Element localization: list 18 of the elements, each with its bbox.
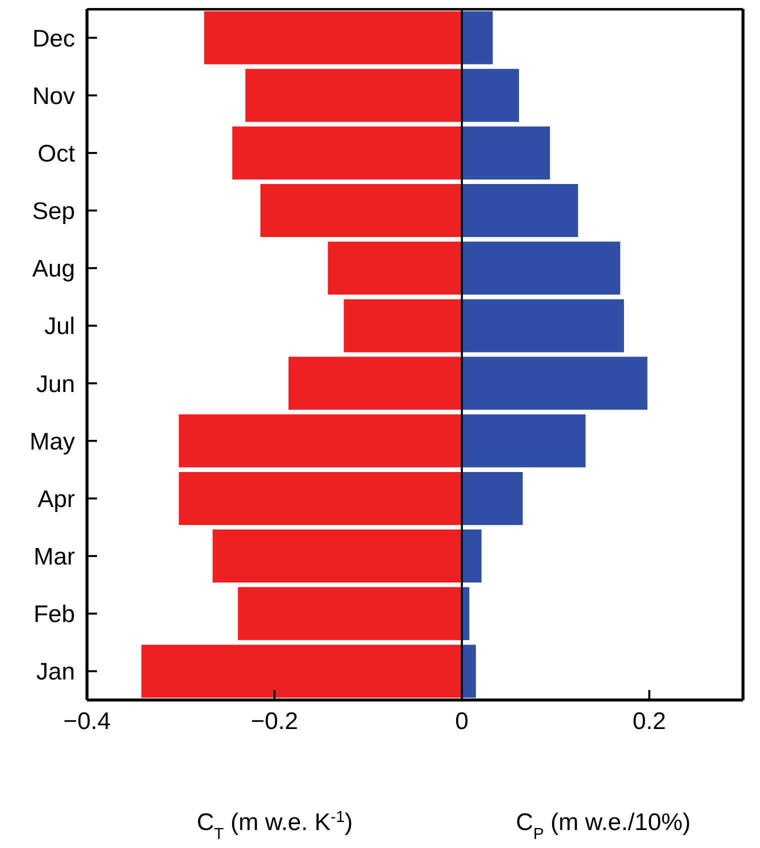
x-tick-label: −0.2 <box>250 708 298 736</box>
y-tick-label: Jun <box>36 370 75 398</box>
y-tick-label: Feb <box>34 601 75 628</box>
y-tick-label: Jul <box>44 313 75 340</box>
y-tick-label: May <box>30 428 75 456</box>
x-tick-label: 0.2 <box>632 708 666 736</box>
x-axis-title: C$_{T}$ (m w.e. K$^{-1}$) <box>196 808 353 842</box>
y-tick-label: Mar <box>34 544 75 571</box>
y-tick-label: Dec <box>32 25 75 52</box>
y-tick-label: Oct <box>38 140 76 168</box>
text: C$_{P}$ (m w.e./10%) <box>516 809 691 842</box>
y-tick-label: Jan <box>36 658 75 686</box>
y-tick-label: Nov <box>32 82 75 110</box>
x-tick-label: 0 <box>455 708 469 736</box>
y-tick-label: Apr <box>38 486 75 513</box>
x-tick-label: −0.4 <box>63 708 111 736</box>
y-tick-label: Aug <box>32 256 75 283</box>
y-tick-label: Sep <box>32 198 75 226</box>
